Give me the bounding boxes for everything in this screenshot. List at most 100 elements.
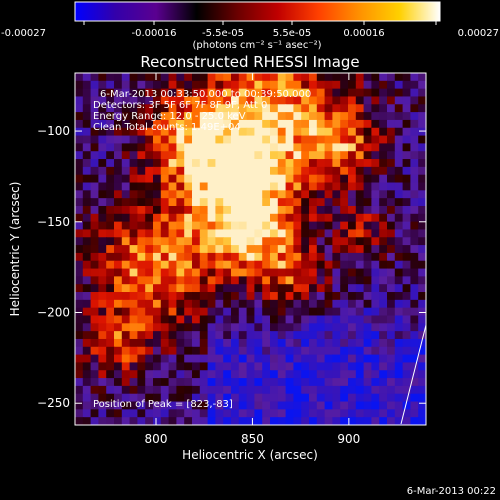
- heatmap-cell: [394, 127, 404, 137]
- heatmap-cell: [145, 190, 154, 199]
- heatmap-cell: [223, 260, 232, 270]
- heatmap-cell: [137, 307, 146, 317]
- heatmap-cell: [270, 338, 279, 348]
- colorbar-tick-label: 0.00016: [343, 28, 384, 39]
- heatmap-cell: [90, 96, 99, 105]
- heatmap-cell: [402, 276, 411, 285]
- heatmap-cell: [332, 378, 341, 387]
- heatmap-cell: [231, 252, 240, 262]
- heatmap-cell: [324, 284, 333, 293]
- heatmap-cell: [324, 401, 333, 410]
- heatmap-cell: [309, 96, 318, 105]
- heatmap-cell: [137, 315, 146, 324]
- heatmap-cell: [371, 245, 380, 254]
- heatmap-cell: [301, 393, 310, 403]
- heatmap-cell: [98, 198, 107, 207]
- heatmap-cell: [246, 151, 255, 160]
- heatmap-cell: [121, 331, 131, 340]
- heatmap-cell: [82, 143, 92, 152]
- heatmap-cell: [137, 378, 146, 387]
- heatmap-cell: [309, 338, 318, 348]
- heatmap-cell: [316, 190, 326, 199]
- heatmap-cell: [238, 119, 248, 129]
- heatmap-cell: [254, 213, 263, 223]
- heatmap-cell: [285, 362, 294, 371]
- heatmap-cell: [402, 198, 411, 207]
- heatmap-cell: [223, 284, 232, 293]
- heatmap-cell: [394, 119, 404, 129]
- heatmap-cell: [355, 205, 365, 215]
- heatmap-cell: [168, 292, 177, 301]
- heatmap-cell: [106, 73, 115, 82]
- heatmap-cell: [285, 315, 294, 324]
- heatmap-cell: [137, 385, 146, 395]
- heatmap-cell: [371, 417, 380, 425]
- heatmap-cell: [394, 260, 404, 270]
- heatmap-cell: [199, 409, 209, 418]
- heatmap-cell: [207, 182, 216, 191]
- heatmap-cell: [168, 276, 177, 285]
- heatmap-cell: [168, 119, 177, 129]
- heatmap-cell: [114, 198, 123, 207]
- heatmap-cell: [371, 252, 380, 262]
- heatmap-cell: [199, 151, 209, 160]
- heatmap-cell: [215, 401, 224, 410]
- heatmap-cell: [153, 119, 162, 129]
- heatmap-cell: [293, 276, 302, 285]
- heatmap-cell: [348, 354, 357, 364]
- heatmap-cell: [418, 159, 426, 168]
- heatmap-cell: [301, 221, 310, 231]
- heatmap-cell: [254, 104, 263, 113]
- heatmap-cell: [348, 119, 357, 129]
- heatmap-cell: [231, 205, 240, 215]
- heatmap-cell: [348, 104, 357, 113]
- heatmap-cell: [223, 385, 232, 395]
- x-axis-label: Heliocentric X (arcsec): [182, 448, 318, 462]
- heatmap-cell: [410, 221, 419, 231]
- heatmap-cell: [168, 284, 177, 293]
- y-tick-label: −250: [37, 396, 70, 410]
- heatmap-cell: [184, 159, 193, 168]
- heatmap-cell: [379, 315, 388, 324]
- heatmap-cell: [168, 268, 177, 277]
- heatmap-cell: [340, 245, 349, 254]
- heatmap-cell: [348, 338, 357, 348]
- heatmap-cell: [238, 80, 248, 90]
- heatmap-cell: [160, 221, 170, 231]
- heatmap-cell: [137, 205, 146, 215]
- heatmap-cell: [160, 362, 170, 371]
- heatmap-cell: [184, 166, 193, 176]
- heatmap-cell: [387, 205, 396, 215]
- plot-frame: [74, 72, 427, 426]
- heatmap-cell: [168, 166, 177, 176]
- heatmap-cell: [223, 268, 232, 277]
- heatmap-cell: [82, 338, 92, 348]
- heatmap-cell: [145, 96, 154, 105]
- heatmap-cell: [184, 292, 193, 301]
- heatmap-cell: [168, 385, 177, 395]
- heatmap-cell: [301, 112, 310, 121]
- heatmap-cell: [215, 362, 224, 371]
- heatmap-cell: [270, 221, 279, 231]
- heatmap-cell: [199, 354, 209, 364]
- heatmap-cell: [332, 159, 341, 168]
- heatmap-cell: [324, 88, 333, 98]
- colorbar-gradient: [74, 1, 441, 22]
- heatmap-cell: [82, 73, 92, 82]
- heatmap-cell: [363, 260, 372, 270]
- heatmap-cell: [184, 205, 193, 215]
- heatmap-cell: [309, 307, 318, 317]
- heatmap-cell: [348, 143, 357, 152]
- heatmap-cell: [238, 252, 248, 262]
- heatmap-cell: [90, 401, 99, 410]
- colorbar: -0.00027 -0.00016 -5.5e-05 5.5e-05 0.00016 0.…: [1, 1, 499, 51]
- heatmap-cell: [363, 385, 372, 395]
- heatmap-cell: [145, 315, 154, 324]
- heatmap-cell: [270, 362, 279, 371]
- heatmap-cell: [387, 96, 396, 105]
- heatmap-cell: [129, 166, 138, 176]
- heatmap-cell: [285, 159, 294, 168]
- heatmap-cell: [387, 159, 396, 168]
- heatmap-cell: [215, 378, 224, 387]
- heatmap-cell: [90, 299, 99, 309]
